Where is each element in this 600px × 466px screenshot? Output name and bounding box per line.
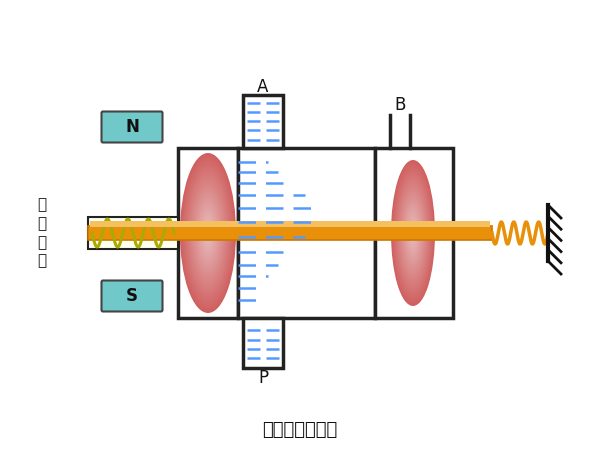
Ellipse shape xyxy=(204,222,212,244)
Bar xyxy=(243,95,283,148)
Ellipse shape xyxy=(202,217,214,249)
Ellipse shape xyxy=(400,189,426,277)
Ellipse shape xyxy=(184,164,232,302)
Ellipse shape xyxy=(195,196,221,270)
Ellipse shape xyxy=(199,206,217,260)
Ellipse shape xyxy=(185,166,232,300)
Ellipse shape xyxy=(403,199,423,267)
Ellipse shape xyxy=(402,197,424,269)
Ellipse shape xyxy=(398,182,428,284)
Bar xyxy=(178,148,238,318)
Ellipse shape xyxy=(412,228,415,238)
Ellipse shape xyxy=(207,230,209,236)
Ellipse shape xyxy=(202,214,215,252)
Ellipse shape xyxy=(406,211,419,255)
Ellipse shape xyxy=(401,194,425,272)
Ellipse shape xyxy=(206,228,210,238)
Text: B: B xyxy=(394,96,406,114)
Ellipse shape xyxy=(200,209,217,257)
Ellipse shape xyxy=(392,163,434,303)
Ellipse shape xyxy=(203,219,212,247)
FancyBboxPatch shape xyxy=(101,281,163,311)
Ellipse shape xyxy=(194,193,222,273)
Ellipse shape xyxy=(200,212,215,254)
Ellipse shape xyxy=(403,201,422,265)
Text: P: P xyxy=(258,369,268,387)
Ellipse shape xyxy=(396,177,430,289)
Ellipse shape xyxy=(181,156,235,310)
Ellipse shape xyxy=(188,177,227,289)
Bar xyxy=(88,217,178,249)
Bar xyxy=(238,148,375,318)
Ellipse shape xyxy=(411,226,415,240)
Ellipse shape xyxy=(397,179,429,287)
Text: S: S xyxy=(126,287,138,305)
Ellipse shape xyxy=(187,174,229,292)
Ellipse shape xyxy=(391,160,435,306)
Ellipse shape xyxy=(193,190,223,276)
Ellipse shape xyxy=(192,188,224,278)
Bar xyxy=(375,148,453,318)
Ellipse shape xyxy=(395,175,431,291)
Text: 二位三通电磁阀: 二位三通电磁阀 xyxy=(262,421,338,439)
Bar xyxy=(243,318,283,368)
Ellipse shape xyxy=(183,161,233,305)
Ellipse shape xyxy=(393,167,433,299)
Ellipse shape xyxy=(410,223,416,243)
Ellipse shape xyxy=(187,171,229,295)
Ellipse shape xyxy=(394,170,432,296)
Ellipse shape xyxy=(190,180,227,286)
Bar xyxy=(88,226,492,240)
Ellipse shape xyxy=(196,199,220,267)
Text: A: A xyxy=(257,78,269,96)
Ellipse shape xyxy=(197,201,219,265)
Ellipse shape xyxy=(404,204,422,262)
Ellipse shape xyxy=(392,165,434,301)
Ellipse shape xyxy=(399,187,427,279)
Ellipse shape xyxy=(182,158,234,308)
Ellipse shape xyxy=(409,219,418,247)
Ellipse shape xyxy=(191,185,225,281)
Ellipse shape xyxy=(198,204,218,262)
Ellipse shape xyxy=(405,206,421,260)
Text: 线
圈
断
电: 线 圈 断 电 xyxy=(37,198,47,268)
Ellipse shape xyxy=(180,153,236,313)
Ellipse shape xyxy=(205,225,211,241)
Ellipse shape xyxy=(185,169,230,297)
Ellipse shape xyxy=(190,182,226,284)
Ellipse shape xyxy=(409,221,416,245)
Ellipse shape xyxy=(395,172,431,294)
Ellipse shape xyxy=(401,192,425,274)
Ellipse shape xyxy=(398,185,428,281)
Bar xyxy=(90,221,490,227)
FancyBboxPatch shape xyxy=(101,111,163,143)
Ellipse shape xyxy=(412,231,414,235)
Ellipse shape xyxy=(407,213,419,253)
Text: N: N xyxy=(125,118,139,136)
Ellipse shape xyxy=(406,209,421,257)
Ellipse shape xyxy=(408,216,418,250)
